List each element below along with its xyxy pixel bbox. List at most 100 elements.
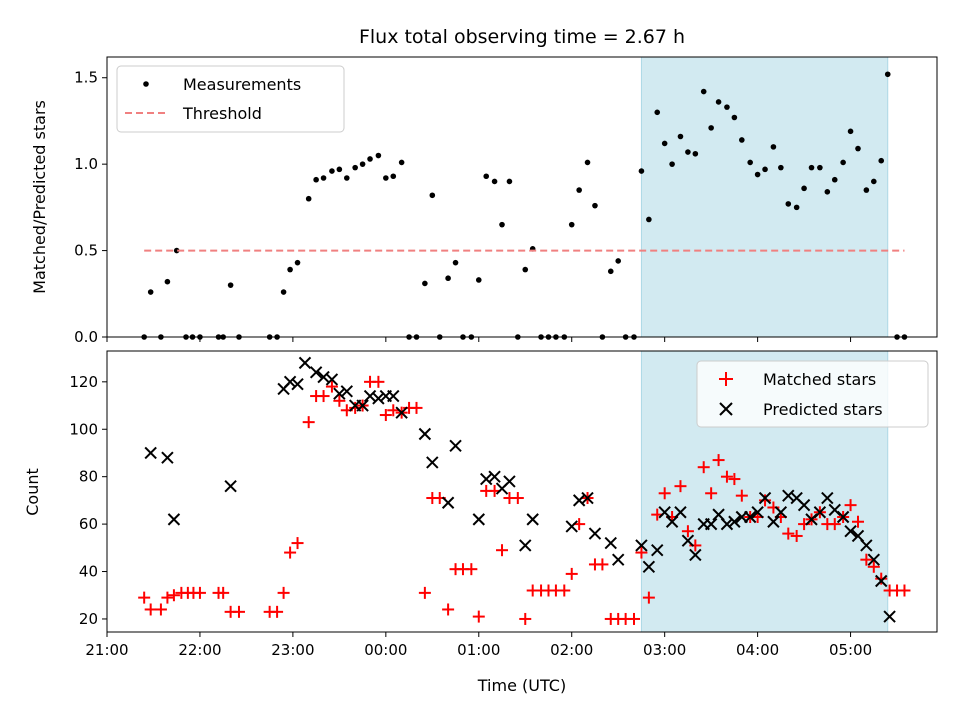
predicted-star-point bbox=[449, 439, 462, 453]
ratio-panel: 0.0 0.5 1.0 1.5 Matched/Predicted stars Mea… bbox=[30, 56, 938, 346]
ratio-legend: Measurements Threshold bbox=[116, 65, 345, 133]
matched-star-point bbox=[712, 454, 725, 467]
measurement-point bbox=[739, 137, 745, 143]
matched-star-point bbox=[271, 605, 284, 618]
measurement-point bbox=[280, 289, 287, 295]
predicted-star-b bbox=[372, 392, 385, 405]
matched-star-point bbox=[759, 494, 772, 507]
predicted-star-point bbox=[441, 496, 455, 509]
measurement-point bbox=[576, 187, 582, 193]
measurement-point bbox=[824, 189, 831, 195]
matched-star-point bbox=[860, 553, 873, 566]
predicted-star-b bbox=[758, 491, 772, 505]
predicted-star-b bbox=[572, 494, 586, 507]
predicted-star-point bbox=[758, 491, 772, 505]
measurement-point bbox=[147, 289, 154, 295]
legend-predicted-label: Predicted stars bbox=[763, 400, 883, 419]
predicted-star-point bbox=[426, 456, 439, 469]
matched-star-point bbox=[705, 487, 718, 500]
predicted-star-b bbox=[167, 513, 181, 526]
matched-star-point bbox=[232, 605, 245, 618]
predicted-star-point bbox=[418, 427, 432, 441]
legend-measurements-label: Measurements bbox=[183, 75, 301, 94]
measurement-point bbox=[801, 185, 807, 192]
y-tick-label: 40 bbox=[79, 563, 98, 581]
predicted-star-point bbox=[325, 373, 339, 386]
matched-star-point bbox=[284, 546, 297, 559]
measurement-point bbox=[715, 99, 722, 105]
matched-star-point bbox=[372, 375, 385, 388]
predicted-star-point bbox=[144, 446, 157, 460]
y-tick-label: 0.5 bbox=[74, 242, 98, 260]
predicted-star-b bbox=[851, 529, 865, 543]
matched-star-point bbox=[828, 518, 841, 531]
predicted-star-point bbox=[720, 517, 734, 531]
x-tick-label: 22:00 bbox=[178, 641, 221, 659]
matched-star-point bbox=[851, 515, 864, 528]
matched-star-point bbox=[410, 401, 423, 414]
legend-predicted-marker bbox=[719, 402, 733, 416]
predicted-star-b bbox=[743, 510, 757, 524]
predicted-star-b bbox=[291, 377, 304, 391]
predicted-star-b bbox=[635, 539, 648, 552]
predicted-star-point bbox=[875, 574, 888, 588]
predicted-star-b bbox=[774, 506, 788, 519]
predicted-star-b bbox=[844, 525, 857, 538]
matched-star-point bbox=[790, 529, 803, 542]
y-tick-label: 20 bbox=[79, 610, 98, 628]
matched-star-point bbox=[291, 537, 304, 550]
matched-star-point bbox=[496, 544, 509, 557]
predicted-star-point bbox=[728, 515, 741, 528]
measurement-point bbox=[390, 173, 397, 180]
matched-star-point bbox=[898, 584, 911, 597]
predicted-star-b bbox=[144, 446, 157, 460]
matched-star-point bbox=[302, 416, 315, 429]
measurement-point bbox=[878, 157, 885, 164]
matched-star-point bbox=[697, 461, 710, 474]
matched-star-point bbox=[379, 409, 392, 422]
predicted-star-b bbox=[704, 517, 718, 531]
measurement-point bbox=[352, 164, 358, 171]
matched-star-point bbox=[558, 584, 571, 597]
predicted-star-b bbox=[681, 534, 695, 547]
y-tick-label: 120 bbox=[69, 373, 98, 391]
matched-star-point bbox=[782, 527, 795, 540]
measurement-point bbox=[475, 277, 482, 283]
predicted-star-point bbox=[395, 406, 408, 419]
predicted-star-point bbox=[224, 479, 237, 493]
predicted-star-point bbox=[883, 610, 896, 623]
predicted-star-b bbox=[611, 553, 625, 566]
predicted-star-b bbox=[767, 515, 780, 528]
predicted-star-b bbox=[333, 387, 346, 400]
matched-star-point bbox=[627, 612, 640, 625]
measurement-point bbox=[840, 159, 846, 166]
matched-star-point bbox=[217, 586, 230, 599]
predicted-star-b bbox=[581, 491, 594, 505]
measurement-point bbox=[164, 278, 171, 285]
predicted-star-point bbox=[356, 399, 369, 412]
ratio-y-axis-label: Matched/Predicted stars bbox=[30, 100, 49, 294]
predicted-star-b bbox=[651, 543, 664, 557]
measurement-point bbox=[762, 166, 768, 173]
predicted-star-point bbox=[867, 553, 881, 566]
measurement-point bbox=[884, 71, 891, 78]
predicted-star-b bbox=[689, 548, 702, 562]
measurement-point bbox=[677, 133, 684, 140]
x-tick-label: 21:00 bbox=[85, 641, 128, 659]
predicted-star-point bbox=[704, 517, 718, 531]
predicted-star-b bbox=[449, 439, 462, 453]
measurement-point bbox=[863, 187, 870, 193]
measurement-point bbox=[638, 168, 645, 174]
measurement-point bbox=[592, 202, 598, 209]
matched-star-point bbox=[325, 380, 338, 393]
predicted-star-point bbox=[611, 553, 625, 566]
measurement-point bbox=[329, 168, 335, 174]
predicted-star-point bbox=[565, 520, 578, 533]
ratio-shaded-interval bbox=[640, 56, 889, 338]
predicted-star-b bbox=[797, 498, 811, 512]
counts-legend-box bbox=[696, 360, 929, 428]
measurement-point bbox=[870, 178, 877, 185]
predicted-star-point bbox=[387, 389, 400, 403]
predicted-star-point bbox=[604, 536, 617, 550]
y-tick-label: 100 bbox=[69, 420, 98, 438]
